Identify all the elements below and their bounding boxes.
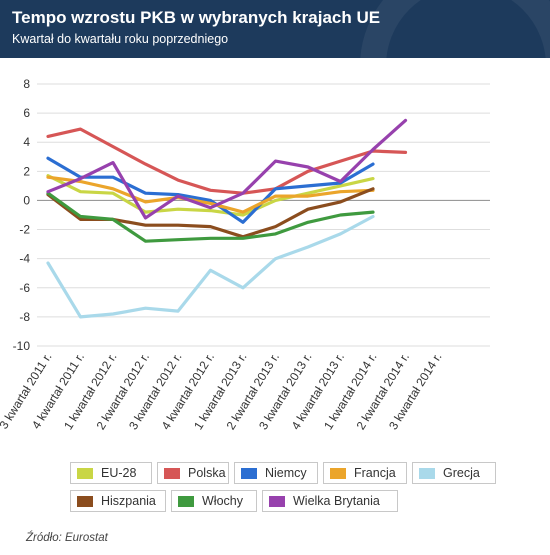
- legend-label: EU-28: [101, 466, 137, 480]
- y-tick-label: -8: [19, 310, 30, 324]
- line-chart: 8 6 4 2 0 -2 -4 -6 -8 -10 3 kwartał 2011 r.4 kwar…: [0, 77, 490, 432]
- y-axis: 8 6 4 2 0 -2 -4 -6 -8 -10: [13, 77, 31, 353]
- y-tick-label: 0: [23, 193, 30, 207]
- legend-label: Włochy: [202, 494, 243, 508]
- legend-swatch: [164, 467, 180, 479]
- x-axis: 3 kwartał 2011 r.4 kwartał 2011 r.1 kwar…: [0, 350, 445, 432]
- legend-swatch: [269, 495, 285, 507]
- gridlines: [37, 83, 490, 347]
- legend-label: Polska: [188, 466, 226, 480]
- legend-item: Włochy: [171, 490, 257, 512]
- y-tick-label: -4: [19, 252, 30, 266]
- legend-label: Wielka Brytania: [293, 494, 380, 508]
- legend-label: Grecja: [443, 466, 480, 480]
- y-tick-label: -6: [19, 281, 30, 295]
- chart-title: Tempo wzrostu PKB w wybranych krajach UE: [12, 8, 381, 27]
- y-tick-label: -2: [19, 223, 30, 237]
- series-line: [46, 127, 408, 195]
- legend-swatch: [330, 467, 346, 479]
- series-line: [46, 174, 375, 217]
- y-tick-label: 8: [23, 77, 30, 91]
- header-decoration: [360, 0, 550, 58]
- y-tick-label: -10: [13, 339, 31, 353]
- series-line: [46, 156, 375, 224]
- legend-label: Niemcy: [265, 466, 307, 480]
- legend-item: Niemcy: [234, 462, 318, 484]
- series-line: [46, 175, 375, 214]
- legend-swatch: [77, 467, 93, 479]
- y-tick-label: 4: [23, 135, 30, 149]
- legend-label: Hiszpania: [101, 494, 156, 508]
- chart-subtitle: Kwartał do kwartału roku poprzedniego: [12, 32, 229, 46]
- chart-header: Tempo wzrostu PKB w wybranych krajach UE…: [0, 0, 550, 58]
- y-tick-label: 6: [23, 106, 30, 120]
- legend-label: Francja: [354, 466, 396, 480]
- legend-swatch: [178, 495, 194, 507]
- legend-item: Francja: [323, 462, 407, 484]
- y-tick-label: 2: [23, 164, 30, 178]
- series-line: [46, 118, 408, 220]
- legend-swatch: [241, 467, 257, 479]
- series-line: [46, 191, 375, 243]
- legend-swatch: [77, 495, 93, 507]
- legend-item: Hiszpania: [70, 490, 166, 512]
- source-note: Źródło: Eurostat: [26, 532, 108, 544]
- legend-item: Polska: [157, 462, 229, 484]
- legend-item: Grecja: [412, 462, 496, 484]
- legend-item: Wielka Brytania: [262, 490, 398, 512]
- legend-item: EU-28: [70, 462, 152, 484]
- series-lines: [46, 118, 408, 319]
- series-line: [46, 214, 375, 319]
- legend-swatch: [419, 467, 435, 479]
